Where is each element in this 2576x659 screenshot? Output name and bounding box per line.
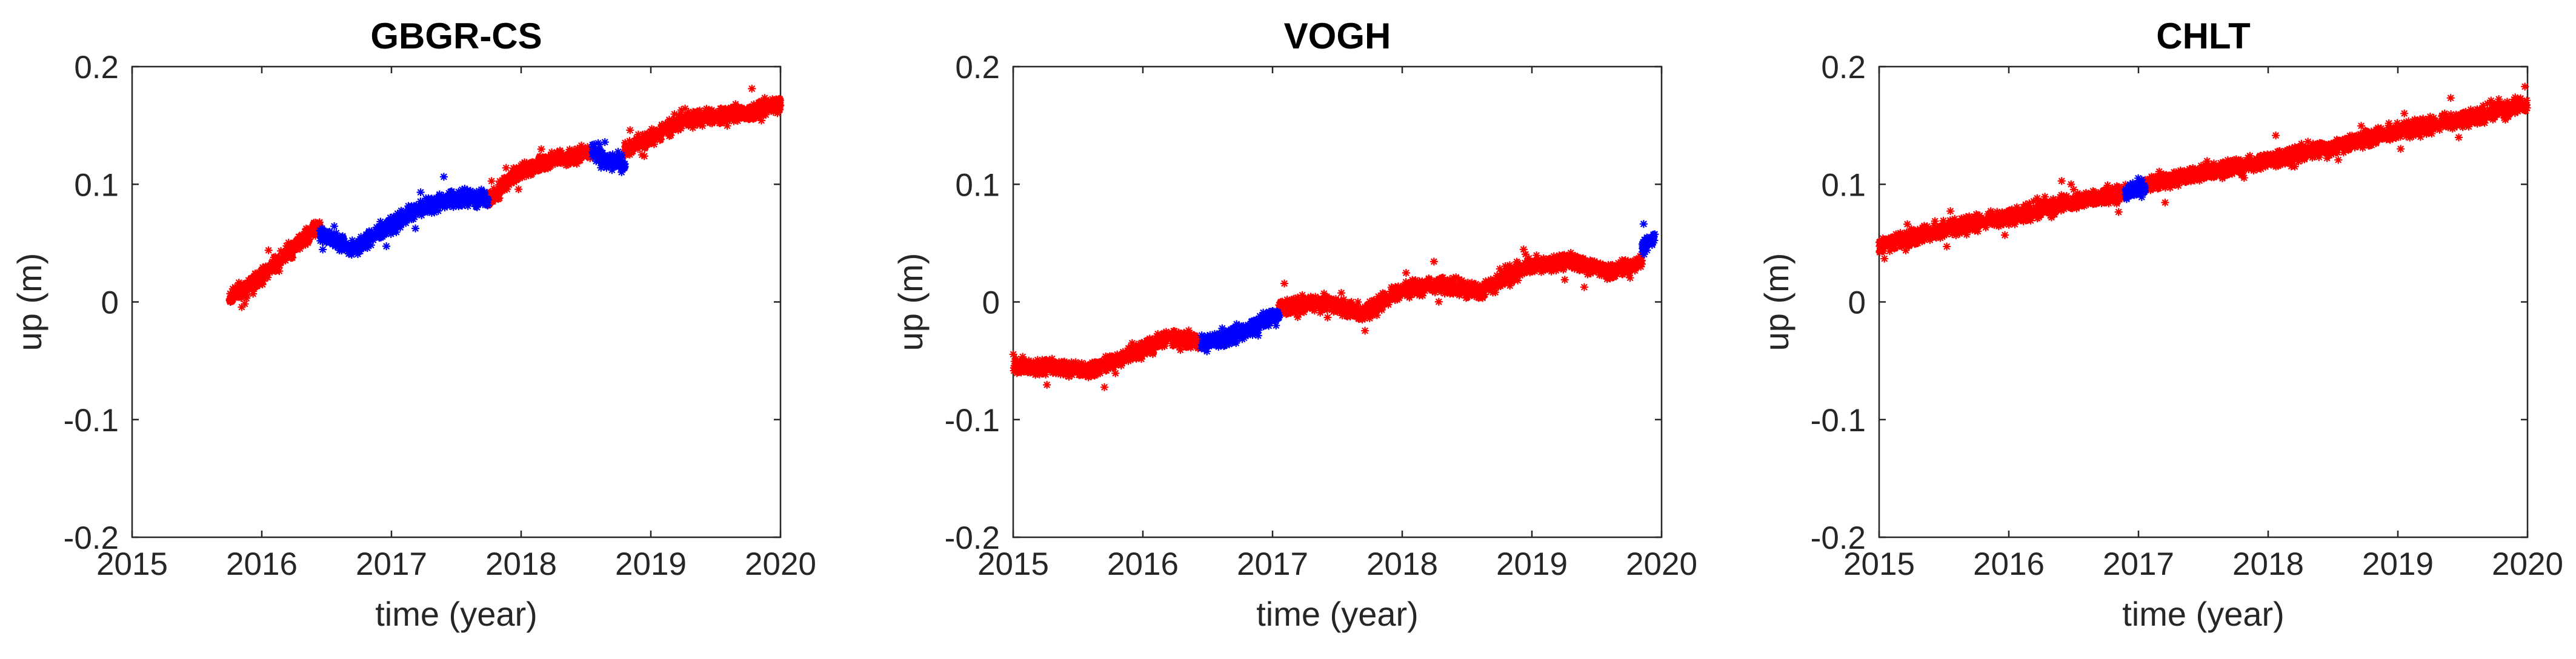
series-red-segment-1 xyxy=(2141,82,2531,207)
y-tick-label: 0 xyxy=(982,285,1000,321)
y-tick-label: 0.1 xyxy=(74,167,119,203)
series-blue-segment-1 xyxy=(1639,220,1659,259)
y-tick-label: -0.1 xyxy=(945,403,1000,439)
x-tick-label: 2015 xyxy=(96,546,168,582)
chart-panel-gbgr-cs: 2015 2016 2017 2018 2019 2020 -0.2 -0.1 0 0.1 0.2 G… xyxy=(10,16,816,633)
y-tick-label: 0.1 xyxy=(955,167,1000,203)
chart-title: VOGH xyxy=(1284,16,1391,56)
data-point-cluster xyxy=(485,141,596,209)
series-blue-segment-0 xyxy=(1197,306,1283,356)
y-tick-label: 0.2 xyxy=(1821,50,1866,85)
data-point-cluster xyxy=(2122,174,2149,204)
x-tick-label: 2017 xyxy=(2103,546,2174,582)
x-axis-label: time (year) xyxy=(2122,595,2285,633)
x-tick-label: 2015 xyxy=(977,546,1049,582)
data-point-cluster xyxy=(2141,82,2531,207)
data-point-cluster xyxy=(621,84,785,161)
x-tick-label: 2018 xyxy=(485,546,557,582)
x-tick-label: 2015 xyxy=(1843,546,1915,582)
series-red-segment-1 xyxy=(485,141,596,209)
series-blue xyxy=(2122,174,2149,204)
y-tick-label: 0.2 xyxy=(955,50,1000,85)
y-tick-label: -0.1 xyxy=(1811,403,1866,439)
x-tick-label: 2020 xyxy=(1626,546,1697,582)
x-tick-label: 2017 xyxy=(1237,546,1308,582)
y-tick-label: -0.2 xyxy=(64,520,119,556)
chart-title: CHLT xyxy=(2156,16,2251,56)
chart-panel-chlt: 2015 2016 2017 2018 2019 2020 -0.2 -0.1 0 0.1 0.2 C… xyxy=(1757,16,2563,633)
x-axis-label: time (year) xyxy=(375,595,537,633)
data-point-cluster xyxy=(316,173,493,259)
series-blue xyxy=(316,138,629,259)
x-tick-label: 2016 xyxy=(226,546,298,582)
data-point-cluster xyxy=(225,218,324,311)
x-tick-label: 2020 xyxy=(745,546,816,582)
x-tick-label: 2016 xyxy=(1107,546,1179,582)
plot-area xyxy=(131,65,782,538)
series-blue-segment-0 xyxy=(316,173,493,259)
data-point-cluster xyxy=(1639,220,1659,259)
y-tick-label: 0 xyxy=(1848,285,1866,321)
y-axis-label: up (m) xyxy=(10,253,48,351)
series-red-segment-0 xyxy=(1875,177,2130,263)
series-red-segment-0 xyxy=(225,218,324,311)
x-tick-label: 2016 xyxy=(1973,546,2045,582)
x-axis-label: time (year) xyxy=(1256,595,1419,633)
series-red-segment-0 xyxy=(1009,326,1205,391)
series-red xyxy=(1875,82,2531,263)
y-tick-label: 0 xyxy=(101,285,119,321)
x-tick-label: 2019 xyxy=(1496,546,1568,582)
series-red xyxy=(1009,245,1646,391)
data-point-cluster xyxy=(1275,245,1646,335)
data-point-cluster xyxy=(1009,326,1205,391)
x-tick-label: 2017 xyxy=(356,546,427,582)
data-point-cluster xyxy=(1875,177,2130,263)
chart-title: GBGR-CS xyxy=(370,16,542,56)
y-tick-label: -0.1 xyxy=(64,403,119,439)
plot-area xyxy=(1878,65,2529,538)
x-tick-label: 2019 xyxy=(2362,546,2434,582)
series-red-segment-2 xyxy=(621,84,785,161)
series-red xyxy=(225,84,785,311)
y-tick-label: -0.2 xyxy=(1811,520,1866,556)
series-blue xyxy=(1197,220,1659,356)
data-point-cluster xyxy=(588,138,629,176)
y-axis-label: up (m) xyxy=(1757,253,1796,351)
x-tick-label: 2019 xyxy=(615,546,687,582)
y-tick-label: 0.1 xyxy=(1821,167,1866,203)
x-tick-label: 2018 xyxy=(2232,546,2304,582)
series-blue-segment-1 xyxy=(588,138,629,176)
y-tick-label: -0.2 xyxy=(945,520,1000,556)
x-tick-label: 2018 xyxy=(1366,546,1438,582)
x-tick-label: 2020 xyxy=(2492,546,2563,582)
data-point-cluster xyxy=(1197,306,1283,356)
series-red-segment-1 xyxy=(1275,245,1646,335)
series-blue-segment-0 xyxy=(2122,174,2149,204)
y-tick-label: 0.2 xyxy=(74,50,119,85)
y-axis-label: up (m) xyxy=(891,253,930,351)
chart-panel-vogh: 2015 2016 2017 2018 2019 2020 -0.2 -0.1 0 0.1 0.2 V… xyxy=(891,16,1697,633)
